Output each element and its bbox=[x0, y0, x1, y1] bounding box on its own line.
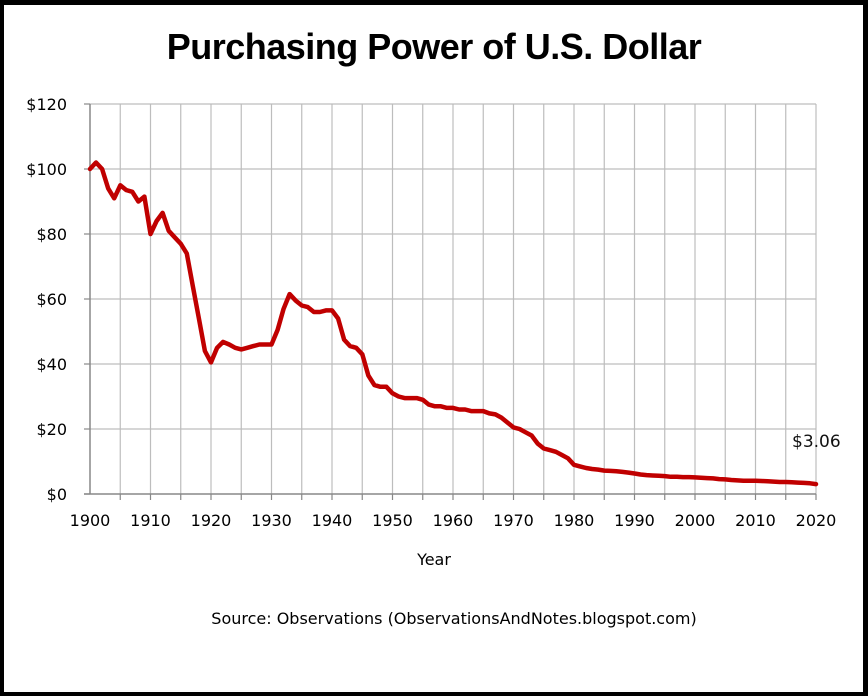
x-axis-title: Year bbox=[417, 550, 451, 569]
gridlines bbox=[90, 103, 817, 494]
chart-title: Purchasing Power of U.S. Dollar bbox=[166, 26, 702, 67]
x-tick-label: 1930 bbox=[251, 511, 292, 530]
x-tick-label: 1980 bbox=[554, 511, 595, 530]
x-tick-label: 2010 bbox=[735, 511, 776, 530]
y-tick-label: $100 bbox=[26, 160, 67, 179]
x-tick-label: 1970 bbox=[493, 511, 534, 530]
x-axis-tick-labels: 1900 1910 1920 1930 1940 1950 1960 1970 1980 1990… bbox=[70, 511, 837, 530]
x-tick-label: 2020 bbox=[796, 511, 837, 530]
x-tick-label: 1990 bbox=[614, 511, 655, 530]
y-tick-label: $120 bbox=[26, 95, 67, 114]
source-note: Source: Observations (ObservationsAndNot… bbox=[211, 609, 697, 628]
y-tick-label: $60 bbox=[36, 290, 67, 309]
y-axis-tick-labels: $0 $20 $40 $60 $80 $100 $120 bbox=[26, 95, 67, 504]
x-tick-label: 1960 bbox=[433, 511, 474, 530]
x-tick-label: 1920 bbox=[191, 511, 232, 530]
purchasing-power-line bbox=[87, 160, 819, 487]
x-tick-label: 1900 bbox=[70, 511, 111, 530]
y-tick-label: $20 bbox=[36, 420, 67, 439]
y-tick-label: $0 bbox=[47, 485, 67, 504]
x-tick-label: 1950 bbox=[372, 511, 413, 530]
end-value-annotation: $3.06 bbox=[792, 432, 841, 453]
x-tick-label: 2000 bbox=[675, 511, 716, 530]
y-tick-label: $40 bbox=[36, 355, 67, 374]
x-tick-label: 1940 bbox=[312, 511, 353, 530]
y-tick-label: $80 bbox=[36, 225, 67, 244]
x-tick-label: 1910 bbox=[130, 511, 171, 530]
chart-frame bbox=[4, 5, 863, 692]
